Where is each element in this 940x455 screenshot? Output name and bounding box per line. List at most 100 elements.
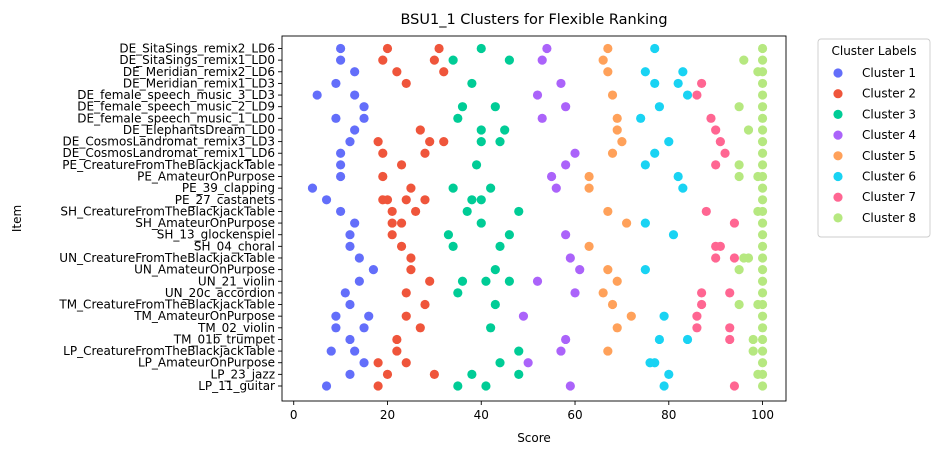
- y-tick-label: TM_02_violin: [197, 321, 275, 335]
- data-point: [565, 381, 575, 391]
- data-point: [500, 125, 510, 135]
- data-point: [336, 148, 346, 158]
- y-tick-label: PE_AmateurOnPurpose: [137, 170, 275, 184]
- x-tick-label: 80: [661, 408, 676, 422]
- data-point: [729, 381, 740, 391]
- legend-label: Cluster 8: [862, 211, 916, 225]
- x-tick-label: 40: [474, 408, 489, 422]
- data-point: [387, 230, 397, 240]
- data-point: [495, 358, 505, 368]
- data-point: [603, 206, 613, 217]
- data-point: [350, 125, 360, 135]
- data-point: [467, 195, 477, 205]
- data-point: [429, 55, 439, 65]
- data-point: [378, 55, 388, 65]
- data-point: [504, 55, 514, 65]
- legend-title: Cluster Labels: [831, 44, 916, 58]
- plot-area: 0 20 40 60 80 100 DE_SitaSings_remix2_LD6DE_Si…: [58, 35, 787, 422]
- data-point: [321, 195, 332, 205]
- series-5: [584, 43, 636, 356]
- data-point: [476, 218, 486, 228]
- data-point: [697, 299, 707, 310]
- data-point: [396, 241, 407, 251]
- data-point: [748, 334, 758, 345]
- data-point: [448, 55, 458, 65]
- data-point: [382, 195, 393, 205]
- legend-label: Cluster 1: [862, 66, 916, 80]
- data-point: [532, 90, 543, 100]
- legend: Cluster Labels Cluster 1 Cluster 2 Cluster …: [817, 38, 931, 238]
- y-axis-title: Item: [10, 205, 24, 232]
- data-point: [720, 148, 730, 158]
- data-point: [434, 43, 444, 54]
- data-point: [387, 218, 397, 228]
- data-point: [364, 311, 374, 321]
- data-point: [420, 195, 430, 205]
- y-tick-label: LP_CreatureFromTheBlackjackTable: [63, 344, 275, 358]
- data-point: [425, 276, 435, 286]
- data-point: [659, 311, 669, 321]
- data-point: [734, 171, 744, 182]
- data-point: [486, 183, 496, 193]
- data-point: [476, 195, 486, 205]
- data-point: [537, 55, 547, 65]
- data-point: [546, 171, 557, 182]
- data-point: [757, 55, 768, 65]
- data-point: [439, 137, 449, 147]
- data-point: [711, 253, 721, 263]
- y-tick-label: DE_Meridian_remix2_LD6: [123, 65, 275, 79]
- data-point: [382, 43, 393, 54]
- y-tick-label: DE_CosmosLandromat_remix1_LD6: [63, 146, 275, 160]
- data-point: [757, 125, 768, 135]
- data-point: [471, 160, 482, 170]
- series-6: [636, 43, 693, 391]
- legend-marker: [833, 151, 843, 161]
- data-point: [373, 381, 383, 391]
- data-point: [711, 125, 721, 135]
- data-point: [640, 160, 650, 170]
- data-point: [406, 183, 416, 193]
- data-point: [664, 369, 674, 379]
- data-point: [650, 78, 660, 89]
- data-point: [378, 171, 388, 182]
- data-point: [757, 90, 768, 100]
- data-point: [626, 311, 636, 321]
- y-tick-label: TM_CreatureFromTheBlackjackTable: [58, 298, 275, 312]
- data-point: [392, 67, 402, 77]
- data-point: [757, 334, 768, 345]
- data-point: [748, 346, 758, 356]
- data-point: [697, 78, 707, 89]
- data-point: [757, 323, 768, 333]
- data-point: [359, 102, 369, 112]
- data-point: [706, 113, 716, 123]
- data-point: [612, 276, 622, 286]
- data-point: [401, 78, 411, 89]
- data-point: [650, 43, 660, 54]
- data-point: [467, 78, 477, 89]
- data-point: [734, 160, 744, 170]
- y-tick-label: PE_CreatureFromTheBlackjackTable: [62, 158, 275, 172]
- data-point: [542, 43, 552, 54]
- data-point: [420, 299, 430, 310]
- data-point: [457, 276, 468, 286]
- data-point: [453, 381, 463, 391]
- plot-frame: [281, 35, 787, 402]
- data-point: [476, 43, 486, 54]
- data-point: [331, 323, 341, 333]
- data-point: [757, 137, 768, 147]
- data-point: [612, 125, 622, 135]
- y-tick-label: LP_AmateurOnPurpose: [138, 356, 275, 370]
- data-point: [757, 253, 768, 263]
- data-point: [668, 230, 679, 240]
- data-point: [603, 43, 613, 54]
- data-point: [603, 346, 613, 356]
- data-point: [561, 102, 571, 112]
- data-point: [757, 288, 768, 298]
- data-point: [561, 160, 571, 170]
- series-4: [518, 43, 585, 391]
- data-point: [757, 218, 768, 228]
- data-point: [664, 137, 674, 147]
- data-point: [725, 288, 735, 298]
